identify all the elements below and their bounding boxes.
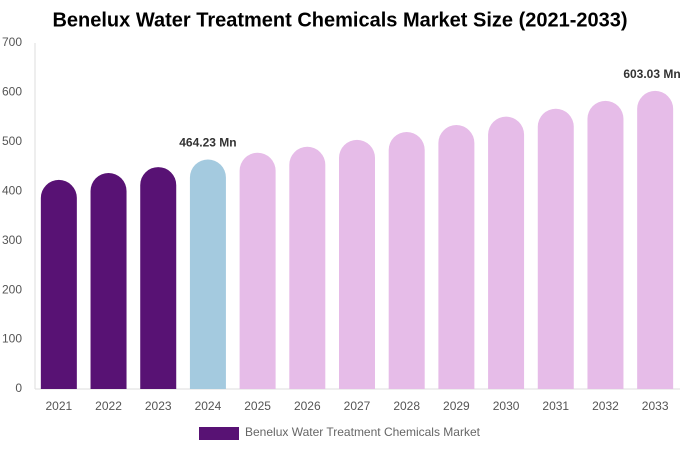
bar (637, 90, 674, 390)
bar (388, 131, 425, 389)
bar (189, 159, 226, 389)
x-tick-label: 2028 (393, 399, 420, 413)
bar (438, 125, 475, 389)
y-tick-label: 0 (15, 381, 22, 395)
chart-title: Benelux Water Treatment Chemicals Market… (52, 9, 627, 31)
y-tick-label: 600 (2, 85, 22, 99)
bar (140, 167, 177, 389)
bar (339, 139, 375, 389)
bar (488, 116, 525, 389)
bar (587, 100, 624, 390)
x-tick-label: 2027 (344, 399, 371, 413)
legend-swatch (199, 427, 239, 440)
bar (239, 152, 276, 389)
x-tick-label: 2026 (294, 399, 321, 413)
value-label: 603.03 Mn (623, 67, 680, 81)
x-tick-label: 2021 (45, 399, 72, 413)
y-tick-label: 700 (2, 35, 22, 49)
bar (90, 172, 127, 389)
x-tick-label: 2031 (542, 399, 569, 413)
y-tick-label: 500 (2, 134, 22, 148)
x-tick-label: 2032 (592, 399, 619, 413)
x-tick-label: 2033 (642, 399, 669, 413)
x-tick-label: 2022 (95, 399, 122, 413)
y-tick-label: 300 (2, 233, 22, 247)
bar (40, 179, 77, 389)
y-tick-label: 400 (2, 183, 22, 197)
x-tick-label: 2024 (195, 399, 222, 413)
x-tick-label: 2025 (244, 399, 271, 413)
y-tick-label: 100 (2, 332, 22, 346)
x-tick-label: 2029 (443, 399, 470, 413)
bar (289, 146, 326, 389)
x-tick-label: 2023 (145, 399, 172, 413)
x-tick-label: 2030 (493, 399, 520, 413)
bar (537, 108, 574, 390)
value-label: 464.23 Mn (179, 136, 236, 150)
y-tick-label: 200 (2, 282, 22, 296)
legend-label: Benelux Water Treatment Chemicals Market (245, 425, 481, 439)
